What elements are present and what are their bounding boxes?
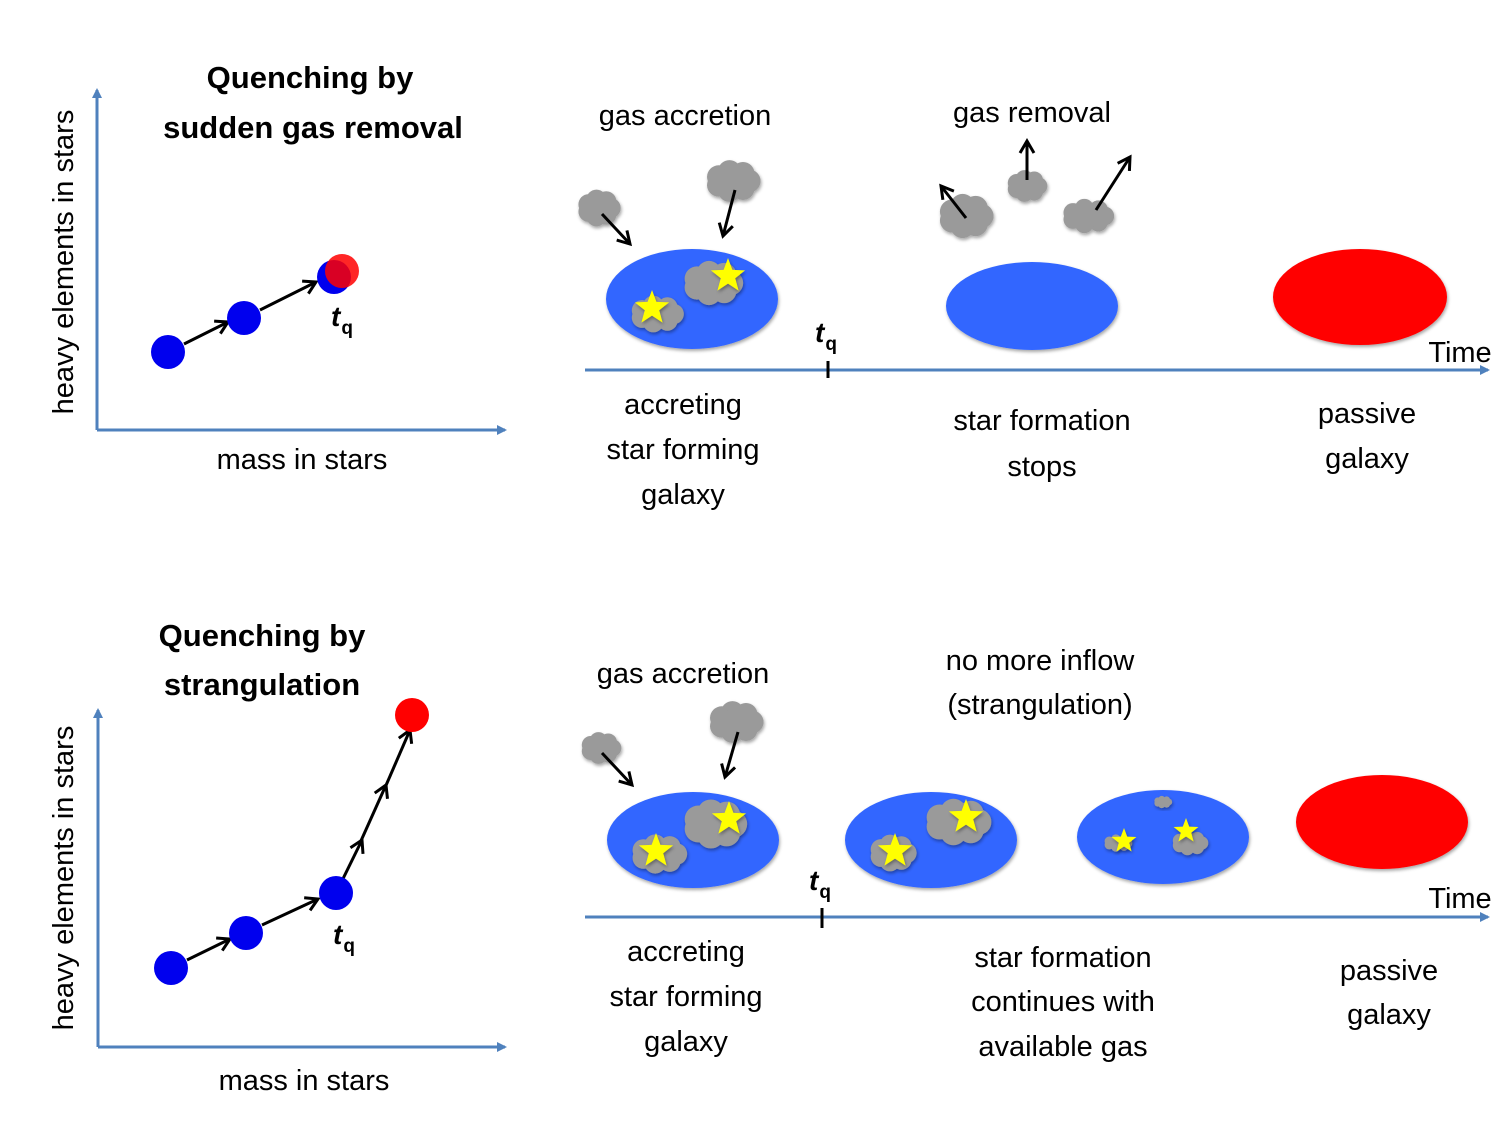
- no-inflow-label: no more inflow: [946, 645, 1136, 677]
- stage-label: star forming: [606, 434, 759, 466]
- arrow: [358, 782, 389, 844]
- no-inflow-label: (strangulation): [947, 689, 1132, 721]
- passive-galaxy: [1296, 775, 1468, 869]
- stage-label: accreting: [624, 389, 742, 421]
- arrow: [183, 319, 231, 346]
- arrow: [186, 936, 233, 962]
- panel-title: Quenching by: [159, 618, 366, 653]
- stage-label: galaxy: [1325, 443, 1409, 475]
- star-icon: [877, 833, 913, 866]
- gas-cloud-icon: [707, 160, 761, 202]
- gas-cloud-icon: [581, 732, 622, 764]
- arrow: [382, 727, 414, 791]
- star-icon: [948, 799, 984, 832]
- star-icon: [711, 801, 747, 834]
- gas-cloud-icon: [939, 193, 994, 239]
- stage-label: available gas: [978, 1031, 1147, 1063]
- tq-label: tq: [333, 919, 355, 957]
- arrow: [600, 212, 633, 247]
- arrow: [1094, 154, 1132, 211]
- star-icon: [634, 290, 670, 323]
- top-panel: heavy elements in stars mass in stars Qu…: [48, 60, 1492, 511]
- top-timeline: tq Time gas accretion gas removal accret…: [578, 97, 1492, 511]
- stage-label: passive: [1318, 398, 1416, 430]
- stage-label: galaxy: [641, 479, 725, 511]
- quenched-point: [395, 698, 429, 732]
- time-label: Time: [1428, 883, 1491, 915]
- quenched-point: [325, 254, 359, 288]
- stage-label: star formation: [974, 942, 1151, 974]
- panel-title: Quenching by: [207, 60, 414, 95]
- gas-cloud-icon: [710, 701, 764, 743]
- top-plot: heavy elements in stars mass in stars Qu…: [48, 60, 507, 476]
- arrow: [720, 731, 740, 780]
- evolution-point: [151, 335, 185, 369]
- tq-label: tq: [815, 317, 837, 355]
- star-icon: [1173, 818, 1199, 842]
- gas-accretion-label: gas accretion: [597, 658, 770, 690]
- gas-cloud-icon: [1172, 830, 1209, 856]
- evolution-point: [319, 876, 353, 910]
- gas-cloud-icon: [1063, 198, 1115, 234]
- gas-cloud-icon: [1154, 795, 1173, 809]
- strangled-galaxy: [845, 792, 1017, 888]
- bottom-timeline: tq Time gas accretion no more inflow (st…: [581, 645, 1492, 1063]
- evolution-point: [227, 301, 261, 335]
- gas-cloud-icon: [1007, 170, 1048, 202]
- gas-cloud-icon: [578, 189, 621, 227]
- star-icon: [1111, 828, 1137, 852]
- gas-removal-label: gas removal: [953, 97, 1111, 129]
- star-icon: [710, 258, 746, 291]
- star-icon: [638, 833, 674, 866]
- stage-label: galaxy: [644, 1026, 728, 1058]
- stage-label: continues with: [971, 986, 1155, 1018]
- arrow: [261, 896, 321, 927]
- x-axis-label: mass in stars: [217, 444, 388, 476]
- arrow: [939, 183, 968, 219]
- stage-label: passive: [1340, 955, 1438, 987]
- y-axis-label: heavy elements in stars: [48, 726, 80, 1031]
- arrow: [600, 751, 635, 788]
- evolution-point: [229, 916, 263, 950]
- y-axis-label: heavy elements in stars: [48, 110, 80, 415]
- passive-galaxy: [1273, 249, 1447, 345]
- bottom-panel: heavy elements in stars mass in stars Qu…: [48, 618, 1492, 1097]
- panel-title: sudden gas removal: [163, 110, 463, 145]
- gas-accretion-label: gas accretion: [599, 100, 772, 132]
- tq-label: tq: [809, 865, 831, 903]
- arrow: [717, 189, 737, 239]
- gas-cloud-icon: [684, 799, 748, 849]
- stage-label: galaxy: [1347, 999, 1431, 1031]
- tq-label: tq: [331, 301, 353, 339]
- evolution-point: [154, 951, 188, 985]
- strangled-galaxy-late: [1077, 790, 1249, 884]
- quenching-galaxy: [946, 262, 1118, 350]
- stage-label: stops: [1007, 451, 1076, 483]
- panel-title: strangulation: [164, 667, 360, 702]
- time-label: Time: [1428, 337, 1491, 369]
- bottom-plot: heavy elements in stars mass in stars Qu…: [48, 618, 507, 1097]
- arrow: [259, 279, 319, 312]
- stage-label: star forming: [609, 981, 762, 1013]
- stage-label: accreting: [627, 936, 745, 968]
- star-forming-galaxy: [606, 249, 778, 349]
- stage-label: star formation: [953, 405, 1130, 437]
- x-axis-label: mass in stars: [219, 1065, 390, 1097]
